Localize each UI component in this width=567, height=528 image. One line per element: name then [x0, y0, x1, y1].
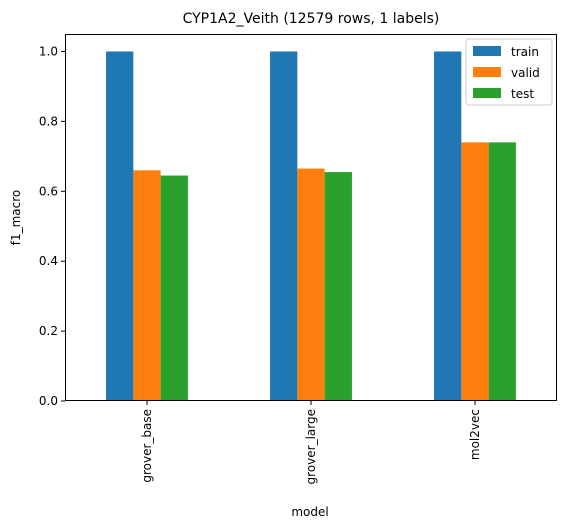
- bar-valid-grover_base: [133, 170, 161, 401]
- y-tick-label: 0.0: [39, 394, 58, 408]
- bar-valid-mol2vec: [461, 142, 489, 401]
- bar-train-grover_base: [106, 51, 134, 401]
- bar-test-mol2vec: [488, 142, 516, 401]
- bars-group: [106, 51, 516, 401]
- x-tick-label: grover_base: [140, 409, 154, 483]
- y-tick-label: 0.2: [39, 324, 58, 338]
- x-tick-label: mol2vec: [468, 409, 482, 460]
- x-axis-ticks: grover_base grover_large mol2vec: [140, 401, 482, 484]
- bar-test-grover_base: [160, 175, 188, 401]
- y-axis-label: f1_macro: [9, 190, 23, 246]
- x-axis-label: model: [291, 505, 328, 519]
- legend-label-valid: valid: [511, 66, 540, 80]
- plot-frame: [65, 34, 557, 401]
- bar-test-grover_large: [324, 172, 352, 401]
- y-tick-label: 0.8: [39, 114, 58, 128]
- legend-swatch-valid: [473, 67, 501, 77]
- legend[interactable]: train valid test: [465, 38, 553, 106]
- legend-label-test: test: [511, 87, 534, 101]
- bar-train-mol2vec: [434, 51, 462, 401]
- y-tick-label: 0.6: [39, 184, 58, 198]
- chart-title: CYP1A2_Veith (12579 rows, 1 labels): [183, 11, 440, 27]
- x-tick-label: grover_large: [304, 409, 318, 484]
- legend-swatch-test: [473, 88, 501, 98]
- y-tick-label: 0.4: [39, 254, 58, 268]
- bar-train-grover_large: [270, 51, 298, 401]
- y-tick-label: 1.0: [39, 44, 58, 58]
- bar-valid-grover_large: [297, 168, 325, 401]
- legend-swatch-train: [473, 46, 501, 56]
- legend-label-train: train: [511, 45, 539, 59]
- y-axis-ticks: 0.0 0.2 0.4 0.6 0.8 1.0: [39, 44, 65, 408]
